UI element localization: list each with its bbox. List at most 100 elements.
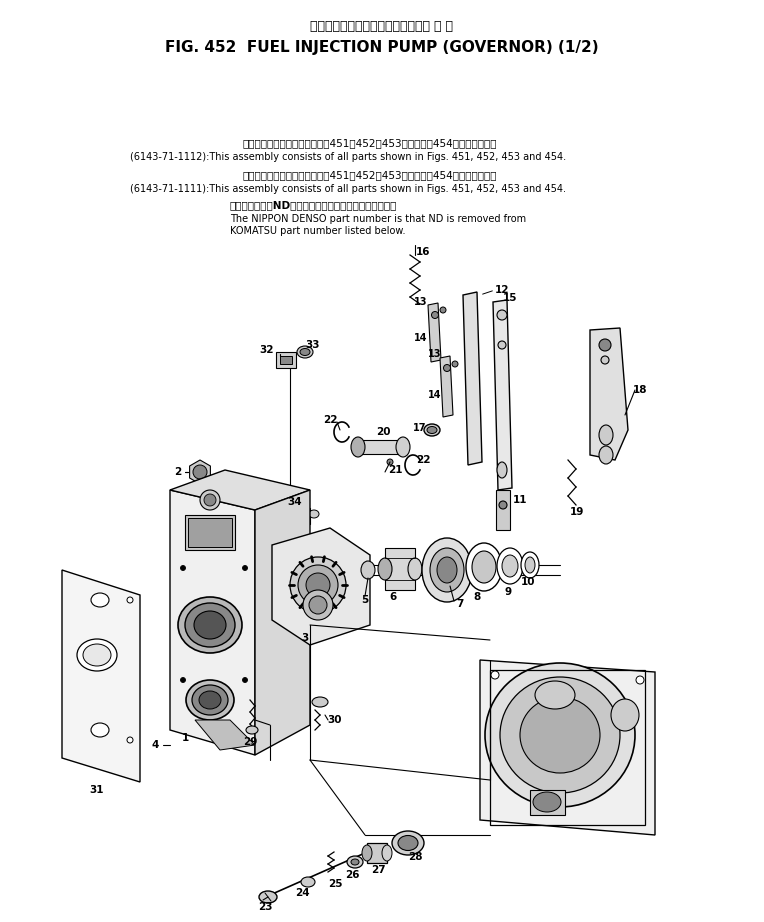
Ellipse shape bbox=[178, 597, 242, 653]
Text: 21: 21 bbox=[388, 465, 403, 475]
Circle shape bbox=[497, 310, 507, 320]
Text: 2: 2 bbox=[174, 467, 182, 477]
Text: 11: 11 bbox=[513, 495, 527, 505]
Text: (6143-71-1112):This assembly consists of all parts shown in Figs. 451, 452, 453 : (6143-71-1112):This assembly consists of… bbox=[130, 152, 566, 162]
Ellipse shape bbox=[533, 792, 561, 812]
Ellipse shape bbox=[437, 557, 457, 583]
Text: 3: 3 bbox=[301, 633, 309, 643]
Ellipse shape bbox=[599, 425, 613, 445]
Text: 25: 25 bbox=[328, 879, 342, 889]
Ellipse shape bbox=[398, 835, 418, 850]
Bar bbox=[367, 843, 387, 863]
Text: 31: 31 bbox=[89, 785, 104, 795]
Ellipse shape bbox=[521, 552, 539, 578]
Text: 29: 29 bbox=[243, 737, 257, 747]
Text: 34: 34 bbox=[288, 497, 303, 507]
Circle shape bbox=[491, 671, 499, 679]
Bar bbox=[490, 670, 645, 825]
Text: 16: 16 bbox=[416, 247, 430, 257]
Bar bbox=[185, 515, 235, 550]
Bar bbox=[358, 440, 403, 454]
Polygon shape bbox=[272, 528, 370, 645]
Ellipse shape bbox=[91, 593, 109, 607]
Circle shape bbox=[127, 737, 133, 743]
Text: (6143-71-1111):This assembly consists of all parts shown in Figs. 451, 452, 453 : (6143-71-1111):This assembly consists of… bbox=[130, 184, 566, 194]
Text: 24: 24 bbox=[295, 888, 309, 898]
Text: 26: 26 bbox=[345, 870, 359, 880]
Polygon shape bbox=[428, 303, 441, 362]
Circle shape bbox=[601, 356, 609, 364]
Text: 5: 5 bbox=[361, 595, 368, 605]
Text: 32: 32 bbox=[260, 345, 274, 355]
Ellipse shape bbox=[301, 877, 315, 887]
Ellipse shape bbox=[192, 685, 228, 715]
Circle shape bbox=[303, 590, 333, 620]
Polygon shape bbox=[440, 356, 453, 417]
Polygon shape bbox=[170, 490, 255, 755]
Text: 13: 13 bbox=[414, 297, 428, 307]
Ellipse shape bbox=[500, 677, 620, 793]
Circle shape bbox=[432, 312, 439, 318]
Text: 12: 12 bbox=[495, 285, 510, 295]
Text: 14: 14 bbox=[414, 333, 428, 343]
Circle shape bbox=[298, 565, 338, 605]
Ellipse shape bbox=[351, 859, 359, 865]
Ellipse shape bbox=[472, 551, 496, 583]
Ellipse shape bbox=[502, 555, 518, 577]
Text: このアセンブリの構成部品は第451、452、453図および第454図を含みます。: このアセンブリの構成部品は第451、452、453図および第454図を含みます。 bbox=[243, 138, 497, 148]
Text: 33: 33 bbox=[306, 340, 320, 350]
Ellipse shape bbox=[199, 691, 221, 709]
Ellipse shape bbox=[466, 543, 502, 591]
Circle shape bbox=[193, 465, 207, 479]
Text: 17: 17 bbox=[413, 423, 427, 433]
Polygon shape bbox=[493, 300, 512, 490]
Text: 10: 10 bbox=[521, 577, 536, 587]
Circle shape bbox=[204, 494, 216, 506]
Polygon shape bbox=[255, 490, 310, 755]
Ellipse shape bbox=[185, 603, 235, 647]
Ellipse shape bbox=[351, 437, 365, 457]
Text: 6: 6 bbox=[390, 592, 397, 602]
Ellipse shape bbox=[611, 699, 639, 731]
Ellipse shape bbox=[300, 349, 310, 356]
Circle shape bbox=[180, 565, 186, 571]
Text: FIG. 452  FUEL INJECTION PUMP (GOVERNOR) (1/2): FIG. 452 FUEL INJECTION PUMP (GOVERNOR) … bbox=[165, 40, 599, 55]
Ellipse shape bbox=[194, 611, 226, 639]
Circle shape bbox=[180, 678, 186, 682]
Text: 7: 7 bbox=[456, 599, 464, 609]
Circle shape bbox=[443, 364, 451, 372]
Polygon shape bbox=[463, 292, 482, 465]
Ellipse shape bbox=[396, 437, 410, 457]
Circle shape bbox=[440, 307, 446, 313]
Text: 30: 30 bbox=[328, 715, 342, 725]
Bar bbox=[280, 356, 292, 364]
Ellipse shape bbox=[347, 856, 363, 868]
Ellipse shape bbox=[497, 462, 507, 478]
Bar bbox=[496, 490, 510, 530]
Bar bbox=[276, 352, 296, 368]
Circle shape bbox=[242, 565, 248, 571]
Circle shape bbox=[306, 573, 330, 597]
Polygon shape bbox=[480, 660, 655, 835]
Text: 4: 4 bbox=[151, 740, 159, 750]
Text: 19: 19 bbox=[570, 507, 584, 517]
Ellipse shape bbox=[77, 639, 117, 671]
Ellipse shape bbox=[246, 726, 258, 734]
Ellipse shape bbox=[186, 680, 234, 720]
Circle shape bbox=[452, 361, 458, 367]
Bar bbox=[385, 548, 415, 590]
Ellipse shape bbox=[485, 663, 635, 807]
Text: 1: 1 bbox=[181, 733, 189, 743]
Circle shape bbox=[242, 678, 248, 682]
Text: 8: 8 bbox=[474, 592, 481, 602]
Ellipse shape bbox=[382, 845, 392, 861]
Ellipse shape bbox=[297, 346, 313, 358]
Circle shape bbox=[499, 501, 507, 509]
Circle shape bbox=[309, 596, 327, 614]
Text: 14: 14 bbox=[429, 390, 442, 400]
Text: フェルインジェクションポンプ　ガ バ ナ: フェルインジェクションポンプ ガ バ ナ bbox=[310, 20, 454, 33]
Ellipse shape bbox=[312, 697, 328, 707]
Text: 28: 28 bbox=[408, 852, 422, 862]
Ellipse shape bbox=[599, 446, 613, 464]
Ellipse shape bbox=[362, 845, 372, 861]
